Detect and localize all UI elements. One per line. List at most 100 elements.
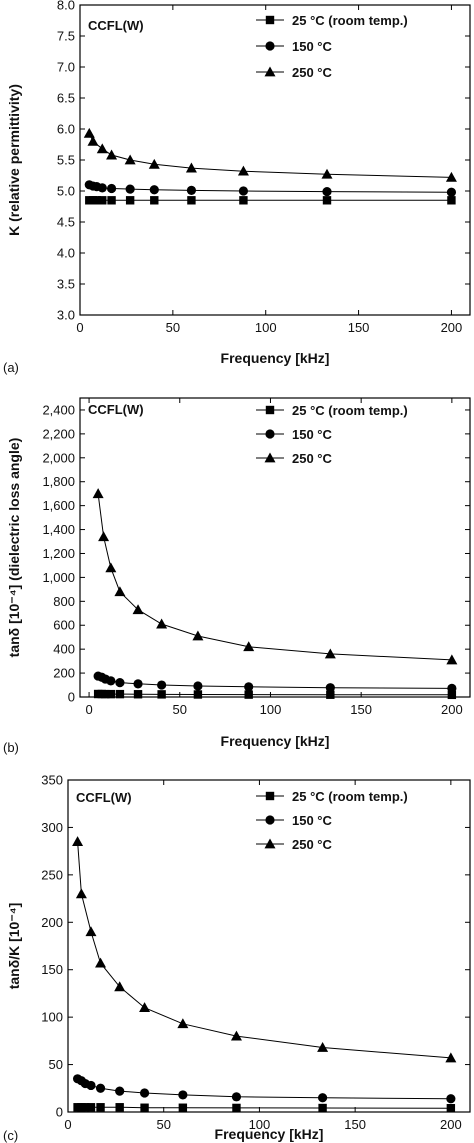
data-point xyxy=(92,488,104,499)
y-axis-label: tanδ [10⁻⁴] (dielectric loss angle) xyxy=(6,438,22,658)
legend-marker xyxy=(264,838,276,849)
data-point xyxy=(321,168,333,179)
x-tick-label: 0 xyxy=(85,702,92,717)
series-line xyxy=(77,841,451,1059)
legend-label: 25 °C (room temp.) xyxy=(292,789,408,804)
data-point xyxy=(96,143,108,154)
chart-panel-2: 0 200 400 600 800 1,000 1,200 1,400 1,600 1,800 2,… xyxy=(3,397,471,755)
legend-label: 150 °C xyxy=(292,39,333,54)
x-axis-label: Frequency [kHz] xyxy=(221,733,330,749)
data-point xyxy=(115,1086,125,1096)
y-tick-label: 800 xyxy=(53,594,75,609)
legend-entry: 150 °C xyxy=(256,813,333,828)
y-tick-label: 200 xyxy=(41,915,63,930)
data-point xyxy=(106,676,116,686)
series-square xyxy=(85,196,456,205)
data-point xyxy=(95,957,107,968)
data-point xyxy=(105,562,117,573)
data-point xyxy=(446,1104,456,1113)
data-point xyxy=(447,683,457,693)
y-tick-label: 1,800 xyxy=(42,474,75,489)
x-tick-label: 200 xyxy=(441,320,463,335)
x-tick-label: 50 xyxy=(173,702,187,717)
legend-entry: 250 °C xyxy=(256,837,333,852)
y-tick-label: 2,200 xyxy=(42,426,75,441)
x-tick-label: 150 xyxy=(348,320,370,335)
sample-annotation: CCFL(W) xyxy=(88,402,144,417)
data-point xyxy=(244,690,253,699)
y-tick-label: 2,400 xyxy=(42,402,75,417)
sample-annotation: CCFL(W) xyxy=(88,18,144,33)
data-point xyxy=(446,187,457,197)
y-tick-label: 0 xyxy=(56,1105,63,1120)
legend-label: 250 °C xyxy=(292,451,333,466)
data-point xyxy=(98,196,107,205)
data-point xyxy=(81,1103,90,1112)
y-axis-label: K (relative permittivity) xyxy=(6,84,22,236)
data-point xyxy=(317,1041,329,1052)
data-point xyxy=(193,690,203,699)
legend-label: 25 °C (room temp.) xyxy=(292,13,408,28)
y-tick-label: 600 xyxy=(53,618,75,633)
data-point xyxy=(124,154,136,165)
sample-annotation: CCFL(W) xyxy=(76,790,132,805)
panel-label: (b) xyxy=(3,740,19,755)
series-line xyxy=(97,675,452,689)
y-tick-label: 5.0 xyxy=(57,184,75,199)
y-tick-label: 4.5 xyxy=(57,215,75,230)
legend-entry: 25 °C (room temp.) xyxy=(256,403,408,418)
data-point xyxy=(150,196,159,205)
data-point xyxy=(322,187,332,197)
data-point xyxy=(446,654,458,665)
data-point xyxy=(85,926,97,937)
data-point xyxy=(83,127,95,138)
data-point xyxy=(140,1103,149,1112)
data-point xyxy=(156,618,168,629)
plot-frame xyxy=(79,4,471,316)
x-tick-label: 100 xyxy=(249,1117,271,1132)
x-tick-label: 50 xyxy=(166,320,180,335)
data-point xyxy=(148,158,160,169)
data-point xyxy=(318,1093,328,1103)
x-tick-label: 0 xyxy=(64,1117,71,1132)
plot-frame xyxy=(67,779,471,1113)
legend-entry: 250 °C xyxy=(256,451,333,466)
data-point xyxy=(98,531,110,542)
y-tick-label: 350 xyxy=(41,773,63,788)
legend-marker xyxy=(265,405,275,415)
data-point xyxy=(186,185,197,195)
y-tick-label: 300 xyxy=(41,820,63,835)
data-point xyxy=(114,586,126,597)
y-tick-label: 7.0 xyxy=(57,60,75,75)
legend-entry: 150 °C xyxy=(256,427,333,442)
data-point xyxy=(92,196,101,205)
data-point xyxy=(125,184,135,194)
y-tick-label: 100 xyxy=(41,1010,63,1025)
y-tick-label: 6.0 xyxy=(57,122,75,137)
x-axis-label: Frequency [kHz] xyxy=(215,1126,324,1142)
y-tick-label: 150 xyxy=(41,962,63,977)
x-tick-label: 200 xyxy=(440,1117,462,1132)
data-point xyxy=(230,1030,242,1041)
y-tick-label: 50 xyxy=(49,1057,63,1072)
y-tick-label: 5.5 xyxy=(57,153,75,168)
data-point xyxy=(115,678,125,688)
data-point xyxy=(86,1103,96,1112)
data-point xyxy=(157,680,167,690)
data-point xyxy=(447,690,457,700)
data-point xyxy=(149,185,159,195)
data-point xyxy=(115,1103,124,1112)
legend-label: 250 °C xyxy=(292,65,333,80)
y-tick-label: 1,400 xyxy=(42,522,75,537)
data-point xyxy=(322,196,332,205)
series-line xyxy=(98,693,452,696)
data-point xyxy=(106,149,118,160)
data-point xyxy=(72,836,84,847)
legend-entry: 250 °C xyxy=(256,65,333,80)
panel-label: (a) xyxy=(3,360,19,375)
x-tick-label: 200 xyxy=(441,702,463,717)
y-tick-label: 200 xyxy=(53,666,75,681)
series-triangle xyxy=(92,488,458,665)
data-point xyxy=(231,1092,242,1102)
